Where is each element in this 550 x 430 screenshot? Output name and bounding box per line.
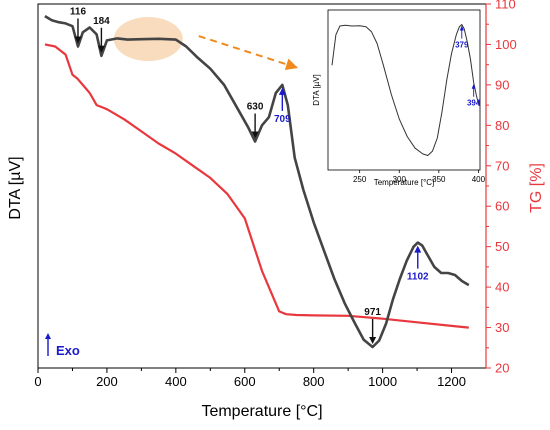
x-tick-label: 800 (303, 374, 325, 389)
annotation-arrowhead (251, 131, 259, 139)
annotation-label: 1102 (407, 272, 429, 283)
x-tick-label: 0 (34, 374, 41, 389)
inset-x-tick-label: 300 (393, 175, 407, 184)
inset-annotation-layer: 379 394 (455, 25, 481, 108)
tg-axis-title: TG [%] (528, 163, 545, 213)
annotation-arrowhead (369, 336, 377, 344)
annotation-arrowhead (414, 245, 422, 253)
dta-series-layer (44, 14, 470, 349)
tg-tick-label: 80 (495, 118, 509, 133)
x-tick-label: 400 (165, 374, 187, 389)
inset-annotation-label: 394 (467, 99, 481, 108)
annotation-layer: 116 184 630 709 971 1102 (70, 6, 429, 344)
tg-tick-label: 70 (495, 158, 509, 173)
x-axis: 0 200 400 600 800 1000 1200 (34, 368, 466, 389)
annotation-arrowhead (74, 36, 82, 44)
inset-series-layer (331, 24, 480, 156)
tg-tick-label: 110 (495, 0, 516, 12)
tg-tick-label: 60 (495, 199, 509, 214)
tg-tick-label: 100 (495, 37, 517, 52)
x-tick-label: 1000 (368, 374, 397, 389)
inset-annotation-arrowhead (471, 83, 476, 89)
tg-y-axis: 20 30 40 50 60 70 80 90 100 110 (485, 0, 517, 376)
main-plot-area: 116 184 630 709 971 1102 0 200 400 600 800 1000 120… (7, 0, 545, 420)
x-axis-title: Temperature [°C] (201, 403, 322, 420)
tg-tick-label: 50 (495, 239, 509, 254)
inset-dta-line (331, 24, 480, 156)
inset-plot: 379 394 250 300 350 400 Temperature [°C] DTA… (312, 9, 486, 187)
annotation-label: 630 (247, 102, 264, 113)
annotation-arrowhead (97, 45, 105, 53)
annotation-label: 971 (364, 307, 381, 318)
x-tick-label: 1200 (437, 374, 466, 389)
inset-x-axis: 250 300 350 400 (353, 170, 486, 184)
annotation-label: 116 (70, 6, 87, 17)
x-tick-label: 600 (234, 374, 256, 389)
inset-x-axis-title: Temperature [°C] (374, 178, 435, 187)
inset-x-tick-label: 400 (472, 175, 486, 184)
tg-series-layer (44, 43, 469, 329)
inset-annotation-arrowhead (459, 25, 464, 31)
annotation-arrowhead (278, 87, 286, 95)
annotation-label: 184 (93, 16, 110, 27)
tg-series-line (44, 43, 469, 329)
dashed-arrow-to-inset (198, 35, 299, 71)
inset-x-tick-label: 350 (432, 175, 446, 184)
tg-tick-label: 40 (495, 280, 509, 295)
inset-y-axis-title: DTA [µV] (312, 74, 321, 106)
annotation-label: 709 (274, 114, 291, 125)
inset-background (327, 9, 481, 171)
tg-tick-label: 30 (495, 320, 509, 335)
exo-indicator: Exo (45, 333, 80, 358)
tg-tick-label: 20 (495, 361, 509, 376)
x-tick-label: 200 (96, 374, 118, 389)
inset-annotation-label: 379 (455, 41, 469, 50)
exo-label: Exo (56, 343, 80, 358)
inset-x-tick-label: 250 (353, 175, 367, 184)
exo-arrowhead (45, 333, 51, 339)
dta-series-line (44, 14, 470, 349)
tg-tick-label: 90 (495, 77, 509, 92)
dta-axis-title: DTA [µV] (7, 156, 24, 219)
